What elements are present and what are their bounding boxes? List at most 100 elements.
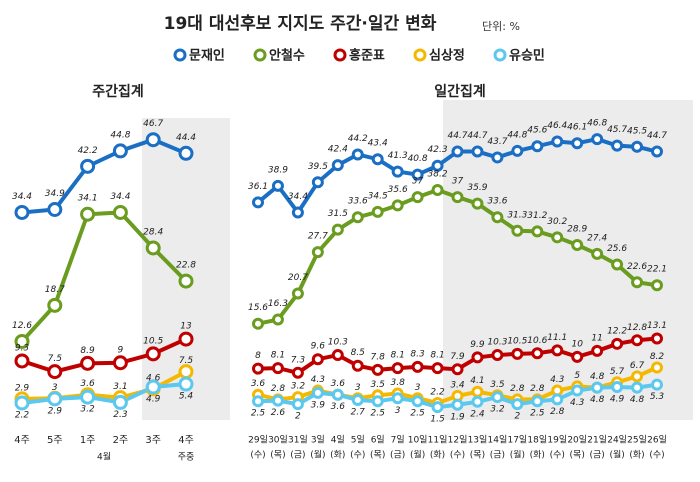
data-label: 3.6 [331,402,346,412]
data-label: 3.6 [331,379,346,389]
data-label: 20.7 [288,273,308,283]
data-label: 38.9 [268,165,288,175]
point [14,333,30,349]
point [112,143,128,159]
data-label: 2.6 [271,408,286,418]
data-label: 8.9 [80,346,95,356]
data-label: 9.9 [470,340,485,350]
point [651,145,663,158]
data-label: 44.7 [447,131,467,141]
data-label: 3 [415,383,421,393]
data-label: 3.6 [80,379,95,389]
point [531,140,544,153]
data-label: 2.8 [550,407,565,417]
point [311,386,324,399]
legend-label: 안철수 [269,48,305,64]
point [591,247,604,260]
point [371,363,384,376]
data-label: 4.8 [590,395,605,405]
data-label: 31.5 [328,209,348,219]
point [651,378,663,391]
point [252,395,264,408]
x-tick-label: 24일 [607,435,627,446]
point [531,225,544,238]
data-label: 13.1 [647,321,667,331]
point [331,349,344,362]
data-label: 2.8 [530,384,545,394]
data-label: 4.8 [630,395,645,405]
point [611,139,624,152]
data-label: 44.7 [467,131,487,141]
data-label: 40.8 [408,154,428,164]
data-label: 10.3 [328,338,348,348]
point [571,384,584,397]
data-label: 5.3 [650,392,665,402]
point [371,205,384,218]
data-label: 12.8 [627,323,647,333]
data-label: 4.1 [470,376,484,386]
unit: 단위: % [482,20,520,33]
point [311,176,324,189]
x-tick-label: (화) [530,450,545,461]
data-label: 3.8 [390,378,405,388]
point [631,334,644,347]
data-label: 34.5 [368,191,388,201]
x-tick-label: 11일 [428,435,448,446]
point [411,360,424,373]
series-line [20,210,188,343]
data-label: 10 [571,339,583,349]
data-label: 44.2 [348,134,368,144]
data-label: 2.5 [371,409,386,419]
x-tick-label: 18일 [527,435,547,446]
x-tick-label: (목) [470,450,485,461]
x-tick-label: (수) [550,450,565,461]
x-group-label: 4월 [97,451,111,463]
point [451,363,464,376]
data-label: 6.7 [630,361,645,371]
data-label: 2.9 [48,406,63,416]
x-tick-label: (월) [410,449,425,461]
x-tick-label: 5일 [351,435,365,446]
x-tick-label: 4주 [14,435,30,446]
x-tick-label: (금) [290,450,305,461]
data-label: 3 [355,383,361,393]
x-tick-label: (목) [270,450,285,461]
data-label: 44.7 [647,131,667,141]
point [551,135,564,148]
x-tick-label: 25일 [627,435,647,446]
point [411,395,424,408]
data-label: 3.2 [80,405,95,415]
point [611,337,624,350]
data-label: 25.6 [607,244,627,254]
point [571,239,584,252]
data-label: 22.6 [627,262,647,272]
data-label: 9 [118,345,124,355]
point [531,395,544,408]
data-label: 31.2 [527,211,547,221]
point [451,145,464,158]
point [331,159,344,172]
point [511,144,524,157]
data-label: 13 [180,322,192,332]
point [331,223,344,236]
point [411,191,424,204]
point [271,313,284,326]
data-label: 43.7 [487,137,507,147]
data-label: 44.4 [176,133,196,143]
data-label: 8.3 [410,349,425,359]
data-label: 3.2 [490,405,505,415]
data-label: 10.6 [527,336,547,346]
data-label: 1.9 [450,412,465,422]
x-tick-label: (목) [370,450,385,461]
data-label: 10.5 [143,336,163,346]
x-tick-label: 14일 [488,435,508,446]
point [80,389,96,405]
data-label: 43.4 [368,139,388,149]
point [531,347,544,360]
data-label: 27.7 [308,232,328,242]
data-label: 34.9 [45,189,65,199]
data-label: 34.4 [110,192,130,202]
point [80,158,96,174]
point [311,246,324,259]
data-label: 16.3 [268,299,288,309]
